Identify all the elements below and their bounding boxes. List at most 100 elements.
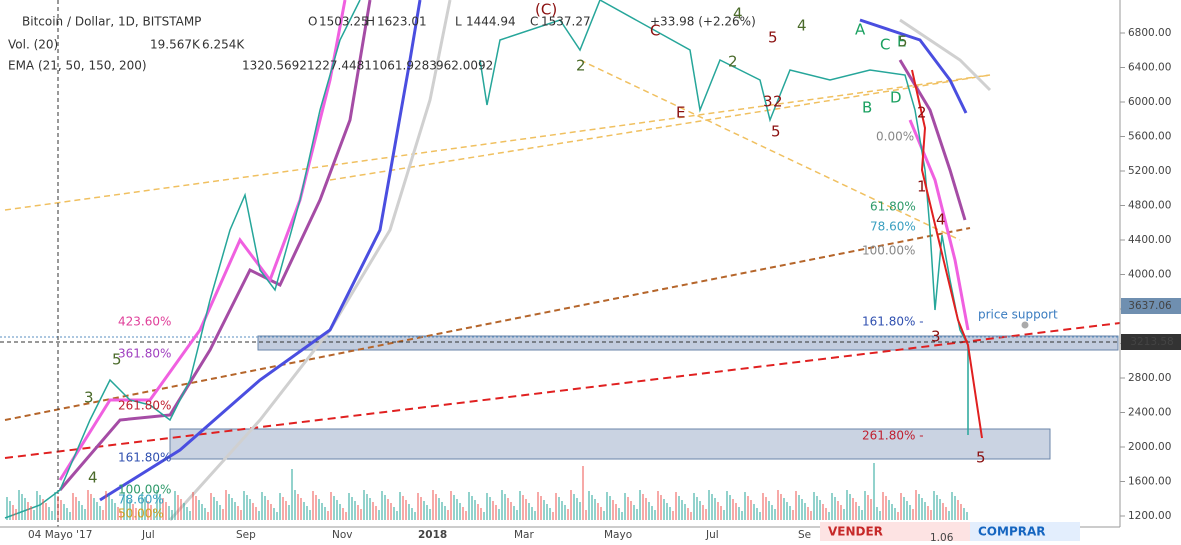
wave-label: C bbox=[880, 36, 890, 54]
volume-bar bbox=[438, 498, 440, 520]
volume-bar bbox=[303, 502, 305, 520]
price-tick-label: 1200.00 bbox=[1128, 510, 1171, 522]
volume-bar bbox=[213, 497, 215, 520]
volume-bar bbox=[81, 505, 83, 520]
volume-bar bbox=[339, 504, 341, 520]
volume-bar bbox=[846, 490, 848, 520]
volume-bar bbox=[615, 504, 617, 520]
sell-label[interactable]: VENDER bbox=[828, 525, 883, 539]
volume-bar bbox=[105, 491, 107, 520]
volume-bar bbox=[759, 512, 761, 520]
volume-bar bbox=[801, 499, 803, 520]
sell-button[interactable] bbox=[820, 522, 970, 541]
volume-bar bbox=[228, 494, 230, 520]
volume-bar bbox=[942, 503, 944, 520]
wave-label: 5 bbox=[976, 449, 986, 467]
volume-bar bbox=[492, 501, 494, 520]
volume-bar bbox=[204, 508, 206, 520]
volume-bar bbox=[537, 492, 539, 520]
volume-bar bbox=[234, 502, 236, 520]
volume-bar bbox=[558, 497, 560, 520]
volume-bar bbox=[561, 501, 563, 520]
volume-bar bbox=[822, 504, 824, 520]
fib-labels: 423.60%361.80%261.80%161.80%100.00%78.60… bbox=[118, 130, 924, 521]
volume-bar bbox=[267, 500, 269, 520]
volume-bar bbox=[300, 498, 302, 520]
fib-label: 161.80% bbox=[118, 451, 171, 465]
trend-line bbox=[579, 59, 961, 241]
volume-bar bbox=[354, 501, 356, 520]
price-tick-label: 6400.00 bbox=[1128, 62, 1171, 74]
volume-bar bbox=[6, 497, 8, 520]
volume-bar bbox=[804, 503, 806, 520]
volume-bar bbox=[876, 507, 878, 520]
volume-bar bbox=[432, 490, 434, 520]
wave-label: 3 bbox=[763, 93, 773, 111]
volume-bar bbox=[276, 512, 278, 520]
volume-bar bbox=[795, 491, 797, 520]
volume-bar bbox=[366, 494, 368, 520]
volume-bar bbox=[903, 497, 905, 520]
volume-bar bbox=[912, 509, 914, 520]
ohlc: O 1503.25H 1623.01 L 1444.94 C 1537.27 bbox=[308, 15, 591, 29]
volume-bar bbox=[405, 500, 407, 520]
volume-bar bbox=[567, 509, 569, 520]
time-tick-label: Nov bbox=[332, 529, 353, 541]
volume-bar bbox=[564, 505, 566, 520]
fib-label: 361.80% bbox=[118, 347, 171, 361]
fib-label: 261.80% - bbox=[862, 429, 924, 443]
volume-bar bbox=[618, 508, 620, 520]
ohlc-key: C bbox=[530, 15, 538, 29]
volume-bar bbox=[957, 500, 959, 520]
volume-bar bbox=[768, 501, 770, 520]
volume-bar bbox=[711, 494, 713, 520]
time-tick-label: Se bbox=[798, 529, 811, 541]
volume-bar bbox=[585, 510, 587, 520]
volume-bar bbox=[456, 499, 458, 520]
volume-bar bbox=[72, 493, 74, 520]
price-tick-label: 6800.00 bbox=[1128, 27, 1171, 39]
volume-bar bbox=[249, 499, 251, 520]
fib-label: 100.00% bbox=[118, 483, 171, 497]
ohlc-key: H bbox=[366, 15, 375, 29]
volume-bar bbox=[534, 511, 536, 520]
volume-bar bbox=[45, 503, 47, 520]
volume-bar bbox=[930, 510, 932, 520]
time-tick-label: Jul bbox=[141, 529, 155, 541]
wave-label: 4 bbox=[936, 211, 946, 229]
ohlc-value: 1537.27 bbox=[541, 15, 591, 29]
wave-label: 5 bbox=[898, 33, 908, 51]
volume-bar bbox=[621, 512, 623, 520]
volume-bar bbox=[510, 502, 512, 520]
volume-bar bbox=[483, 512, 485, 520]
volume-bar bbox=[939, 499, 941, 520]
wave-label: E bbox=[897, 33, 906, 51]
volume-bar bbox=[834, 497, 836, 520]
vol-value: 6.254K bbox=[202, 38, 245, 52]
volume-bar bbox=[216, 501, 218, 520]
volume-bar bbox=[594, 499, 596, 520]
wave-label: 4 bbox=[88, 469, 98, 487]
volume-bar bbox=[723, 510, 725, 520]
buy-button[interactable] bbox=[970, 522, 1080, 541]
price-tick-label: 5600.00 bbox=[1128, 131, 1171, 143]
volume-bar bbox=[951, 492, 953, 520]
symbol: Bitcoin / Dollar, 1D, BITSTAMP bbox=[22, 15, 201, 29]
volume-bar bbox=[507, 498, 509, 520]
volume-bar bbox=[954, 496, 956, 520]
volume-bar bbox=[747, 496, 749, 520]
buy-label[interactable]: COMPRAR bbox=[978, 525, 1046, 539]
volume-bar bbox=[468, 492, 470, 520]
volume-bar bbox=[672, 511, 674, 520]
volume-bar bbox=[498, 509, 500, 520]
volume-bar bbox=[861, 510, 863, 520]
volume-bar bbox=[447, 510, 449, 520]
ema-value: 962.0092 bbox=[436, 59, 493, 73]
volume-bar bbox=[291, 469, 293, 520]
trend-line bbox=[329, 74, 991, 181]
volume-bar bbox=[792, 510, 794, 520]
volume-bar bbox=[183, 503, 185, 520]
volume-bar bbox=[336, 500, 338, 520]
time-tick-label: Mar bbox=[514, 529, 534, 541]
